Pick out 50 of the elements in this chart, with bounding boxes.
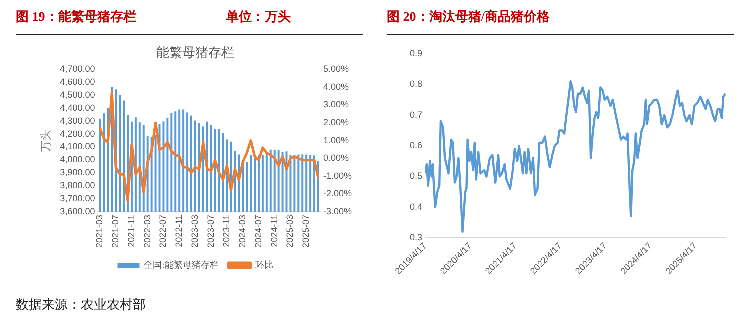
y-tick-label: 4,100.00 [60, 142, 96, 152]
y2-tick-label: 1.00% [323, 135, 350, 146]
x-tick-label: 2025-07 [301, 214, 312, 248]
chart-subtitle: 单位：万头 [226, 8, 291, 26]
text: 能繁母猪存栏 [156, 45, 234, 60]
y-axis-title: 万头 [39, 130, 52, 152]
x-tick-label: 2024-03 [238, 214, 248, 248]
y2-tick-label: 3.00% [323, 100, 350, 110]
x-tick-label: 2023-03 [190, 214, 200, 248]
y-tick-label: 0.6 [410, 140, 423, 151]
x-tick-label: 2022-03 [142, 214, 152, 248]
x-tick-label: 2024-11 [269, 214, 280, 248]
y-tick-label: 0.5 [410, 171, 423, 182]
x-tick-label: 2023-11 [222, 214, 232, 248]
x-tick-label: 2021-11 [126, 214, 136, 248]
y2-tick-label: -3.00% [323, 206, 352, 216]
y-tick-label: 4,300.00 [60, 116, 96, 126]
chart-title: 图 20：淘汰母猪/商品猪价格 [387, 8, 551, 26]
x-tick-label: 2021-03 [94, 214, 105, 248]
x-tick-label: 2023-07 [206, 214, 216, 248]
y-tick-label: 3,800.00 [60, 180, 96, 191]
y-tick-label: 4,400.00 [60, 102, 96, 113]
source-note: 数据来源：农业农村部 [16, 296, 146, 314]
y2-tick-label: 4.00% [323, 82, 350, 92]
x-tick-label: 2022-11 [174, 214, 184, 248]
y2-tick-label: 0.00% [323, 153, 350, 164]
x-tick-label: 2024-07 [253, 214, 264, 248]
y-tick-label: 0.4 [410, 202, 423, 212]
x-tick-label: 2025-03 [285, 214, 296, 248]
chart-title: 图 19：能繁母猪存栏 [16, 9, 136, 24]
x-tick-label: 2022-07 [158, 214, 168, 248]
x-tick-label: 2021-07 [110, 214, 121, 248]
y-tick-label: 4,500.00 [60, 90, 96, 100]
y-tick-label: 0.7 [410, 110, 423, 120]
legend-label: 环比 [255, 260, 274, 270]
y-tick-label: 3,700.00 [60, 194, 96, 204]
legend-label: 全国:能繁母猪存栏 [144, 260, 219, 270]
y-tick-label: 4,000.00 [60, 154, 96, 165]
y-tick-label: 0.9 [410, 48, 423, 58]
y2-tick-label: -2.00% [323, 188, 352, 199]
y-tick-label: 4,200.00 [60, 128, 96, 139]
y-tick-label: 4,700.00 [60, 64, 96, 74]
y-tick-label: 0.3 [410, 232, 423, 243]
y2-tick-label: 5.00% [323, 64, 350, 74]
y-tick-label: 4,600.00 [60, 77, 96, 88]
y2-tick-label: 2.00% [323, 117, 350, 128]
y-tick-label: 3,900.00 [60, 168, 96, 178]
y-tick-label: 0.8 [410, 79, 423, 90]
y-tick-label: 3,600.00 [60, 206, 96, 216]
y2-tick-label: -1.00% [323, 170, 352, 181]
